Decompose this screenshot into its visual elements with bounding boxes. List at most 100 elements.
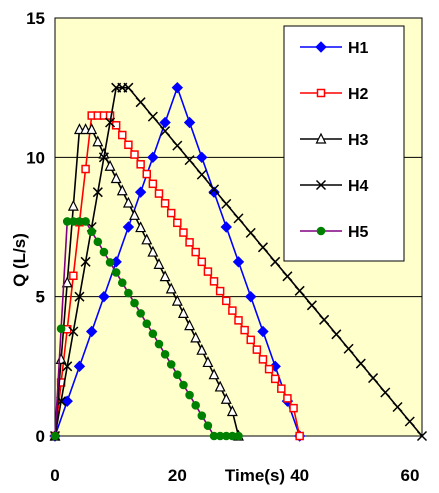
data-point-H2 (246, 335, 255, 345)
data-point-H1 (208, 186, 220, 198)
data-point-H3 (135, 221, 147, 233)
data-point-H4 (294, 285, 305, 296)
data-point-H3 (220, 392, 232, 404)
data-point-H1 (73, 360, 86, 373)
data-point-H1 (61, 395, 73, 407)
data-point-H4 (257, 242, 268, 253)
data-point-H2 (222, 296, 231, 306)
legend-marker-H5 (316, 226, 326, 236)
data-point-H4 (160, 126, 171, 137)
x-tick-label: 40 (290, 466, 309, 485)
y-tick-label: 15 (26, 9, 45, 28)
data-point-H4 (92, 187, 103, 198)
data-point-H5 (50, 431, 60, 441)
data-point-H4 (343, 343, 354, 354)
data-point-H1 (122, 221, 135, 233)
data-point-H5 (166, 360, 176, 369)
y-tick-label: 10 (26, 148, 45, 167)
data-point-H3 (226, 405, 238, 417)
data-point-H4 (331, 329, 342, 340)
series-H2 (50, 111, 304, 441)
data-point-H1 (159, 116, 171, 129)
data-point-H4 (98, 152, 109, 163)
legend-marker-H1 (315, 41, 327, 53)
legend-item-H2: H2 (300, 86, 369, 103)
legend-marker-H2 (316, 88, 326, 98)
data-point-H3 (67, 199, 79, 211)
x-tick-labels: 0 20 40 60 (50, 466, 419, 485)
data-point-H5 (148, 329, 158, 339)
data-point-H4 (68, 326, 79, 337)
legend-label-H1: H1 (348, 40, 369, 57)
data-point-H5 (124, 288, 133, 298)
data-point-H3 (171, 294, 183, 306)
data-point-H4 (233, 213, 244, 224)
data-point-H1 (232, 256, 245, 268)
data-point-H2 (191, 247, 200, 257)
data-point-H5 (142, 319, 152, 328)
data-point-H5 (154, 339, 164, 349)
y-tick-label: 0 (36, 427, 45, 446)
data-point-H2 (124, 140, 133, 150)
data-point-H2 (240, 325, 249, 335)
data-point-H5 (81, 217, 90, 226)
data-point-H4 (80, 256, 91, 267)
legend-item-H4: H4 (300, 178, 369, 195)
data-point-H2 (154, 189, 164, 198)
data-point-H5 (160, 350, 170, 359)
x-tick-label: 60 (401, 466, 420, 485)
data-point-H3 (141, 233, 153, 245)
data-point-H2 (215, 286, 225, 296)
data-point-H2 (185, 238, 194, 247)
data-point-H4 (368, 373, 379, 384)
data-point-H1 (220, 221, 232, 233)
data-point-H2 (136, 160, 145, 169)
data-point-H4 (62, 361, 73, 372)
data-point-H4 (221, 198, 232, 209)
data-point-H3 (104, 159, 116, 171)
data-point-H5 (87, 227, 96, 237)
data-point-H1 (147, 151, 159, 164)
x-tick-label: 20 (168, 466, 187, 485)
legend-label-H3: H3 (348, 132, 369, 149)
data-point-H2 (173, 218, 182, 228)
data-point-H2 (142, 169, 151, 179)
data-point-H3 (153, 257, 165, 269)
data-point-H4 (184, 155, 195, 166)
y-tick-labels: 0 5 10 15 (26, 9, 45, 446)
data-point-H2 (277, 384, 286, 393)
data-point-H4 (404, 416, 415, 427)
x-tick-label: 0 (50, 466, 59, 485)
data-point-H4 (306, 300, 317, 311)
legend-label-H5: H5 (348, 224, 369, 241)
data-point-H1 (171, 81, 184, 94)
data-point-H4 (74, 291, 85, 302)
data-point-H3 (184, 319, 196, 331)
data-point-H2 (69, 271, 78, 281)
data-point-H2 (148, 179, 158, 189)
data-point-H4 (270, 256, 281, 267)
data-point-H5 (197, 411, 207, 420)
data-point-H4 (355, 358, 366, 369)
data-point-H3 (147, 245, 159, 257)
data-point-H4 (172, 140, 183, 151)
legend-item-H5: H5 (300, 224, 369, 241)
data-point-H1 (134, 186, 147, 198)
data-point-H2 (130, 150, 139, 159)
data-point-H2 (289, 403, 298, 413)
data-point-H3 (202, 356, 214, 368)
data-point-H2 (295, 431, 304, 441)
data-point-H3 (159, 270, 171, 282)
data-point-H5 (191, 401, 200, 410)
legend-item-H1: H1 (300, 40, 369, 57)
data-point-H5 (111, 268, 121, 277)
series-H3 (49, 123, 244, 441)
data-point-H2 (179, 228, 188, 237)
data-point-H2 (234, 316, 243, 325)
data-point-H5 (136, 309, 145, 318)
data-point-H5 (56, 324, 66, 334)
data-point-H1 (257, 325, 269, 338)
data-point-H3 (122, 196, 134, 208)
data-point-H3 (196, 343, 208, 355)
data-point-H2 (228, 306, 237, 315)
